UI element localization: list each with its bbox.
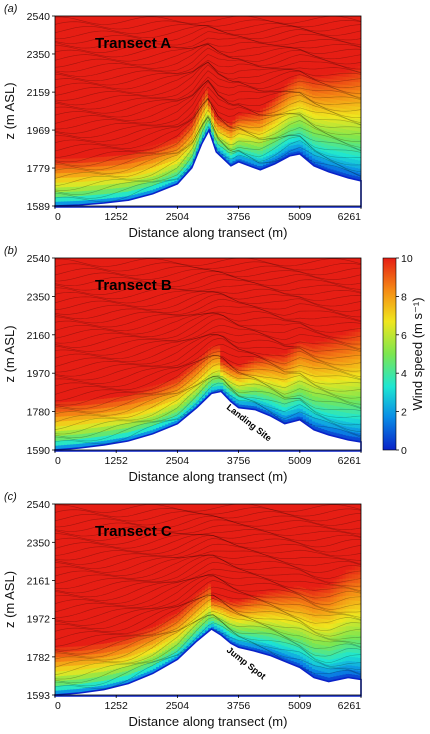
y-tick-label: 1782: [27, 652, 51, 664]
panel-label: (a): [4, 3, 18, 15]
x-tick-label: 6261: [338, 700, 362, 712]
panel-label: (b): [4, 245, 18, 257]
x-tick-label: 1252: [105, 455, 129, 467]
transect-title: Transect A: [95, 35, 171, 52]
axes-frame: [54, 15, 362, 207]
x-tick-label: 6261: [338, 211, 362, 223]
colorbar: 0 2 4 6 8 10 Wind speed (m s⁻¹): [382, 253, 425, 457]
x-tick-label: 2504: [166, 211, 190, 223]
x-axis-label: Distance along transect (m): [129, 225, 288, 240]
y-tick-label: 1969: [27, 125, 51, 137]
x-tick-label: 6261: [338, 455, 362, 467]
y-tick-label: 1779: [27, 163, 51, 175]
y-tick-label: 1970: [27, 368, 51, 380]
y-tick-label: 2159: [27, 87, 51, 99]
colorbar-label: Wind speed (m s⁻¹): [410, 297, 425, 410]
x-tick-label: 3756: [227, 455, 251, 467]
x-tick-label: 0: [55, 455, 61, 467]
transect-title: Transect C: [95, 523, 172, 540]
panel-label: (c): [4, 491, 17, 503]
y-tick-label: 2540: [27, 253, 51, 265]
x-tick-label: 0: [55, 700, 61, 712]
panel-3: 0 1252 2504 3756 5009 6261 1593 1782 1972 2161 235…: [2, 491, 362, 729]
panel-1: 0 1252 2504 3756 5009 6261 1589 1779 1969 2159 235…: [2, 3, 362, 240]
x-axis-label: Distance along transect (m): [129, 714, 288, 729]
x-tick-label: 2504: [166, 455, 190, 467]
terrain: [54, 390, 362, 452]
x-tick-label: 3756: [227, 700, 251, 712]
colorbar-tick-label: 2: [401, 407, 407, 419]
colorbar-gradient: [382, 257, 397, 451]
x-tick-label: 5009: [288, 211, 312, 223]
x-tick-label: 1252: [105, 700, 129, 712]
y-axis-label: z (m ASL): [2, 571, 17, 628]
y-tick-label: 2160: [27, 330, 51, 342]
y-tick-label: 2540: [27, 499, 51, 511]
wind-field: [55, 16, 361, 206]
y-tick-label: 2350: [27, 537, 51, 549]
y-axis-label: z (m ASL): [2, 82, 17, 139]
axes-frame: [54, 503, 362, 696]
y-tick-label: 2540: [27, 11, 51, 23]
colorbar-tick-label: 6: [401, 330, 407, 342]
y-axis-label: z (m ASL): [2, 325, 17, 382]
y-tick-label: 1589: [27, 201, 51, 213]
wind-field: [55, 258, 361, 450]
x-axis-label: Distance along transect (m): [129, 469, 288, 484]
x-tick-label: 5009: [288, 700, 312, 712]
y-tick-label: 1590: [27, 445, 51, 457]
y-tick-label: 2350: [27, 49, 51, 61]
colorbar-tick-label: 4: [401, 368, 407, 380]
y-tick-label: 1593: [27, 690, 51, 702]
x-tick-label: 0: [55, 211, 61, 223]
x-tick-label: 3756: [227, 211, 251, 223]
y-tick-label: 1780: [27, 407, 51, 419]
terrain: [54, 628, 362, 697]
wind-field: [55, 504, 361, 695]
axes-frame: [54, 257, 362, 451]
colorbar-tick-label: 8: [401, 291, 407, 303]
colorbar-tick-label: 0: [401, 445, 407, 457]
x-tick-label: 2504: [166, 700, 190, 712]
terrain: [54, 128, 362, 208]
transect-title: Transect B: [95, 277, 172, 294]
panel-2: 0 1252 2504 3756 5009 6261 1590 1780 1970 2160 235…: [2, 245, 362, 484]
y-tick-label: 1972: [27, 614, 51, 626]
y-tick-label: 2161: [27, 575, 51, 587]
x-tick-label: 5009: [288, 455, 312, 467]
colorbar-tick-label: 10: [401, 253, 413, 265]
x-tick-label: 1252: [105, 211, 129, 223]
y-tick-label: 2350: [27, 291, 51, 303]
